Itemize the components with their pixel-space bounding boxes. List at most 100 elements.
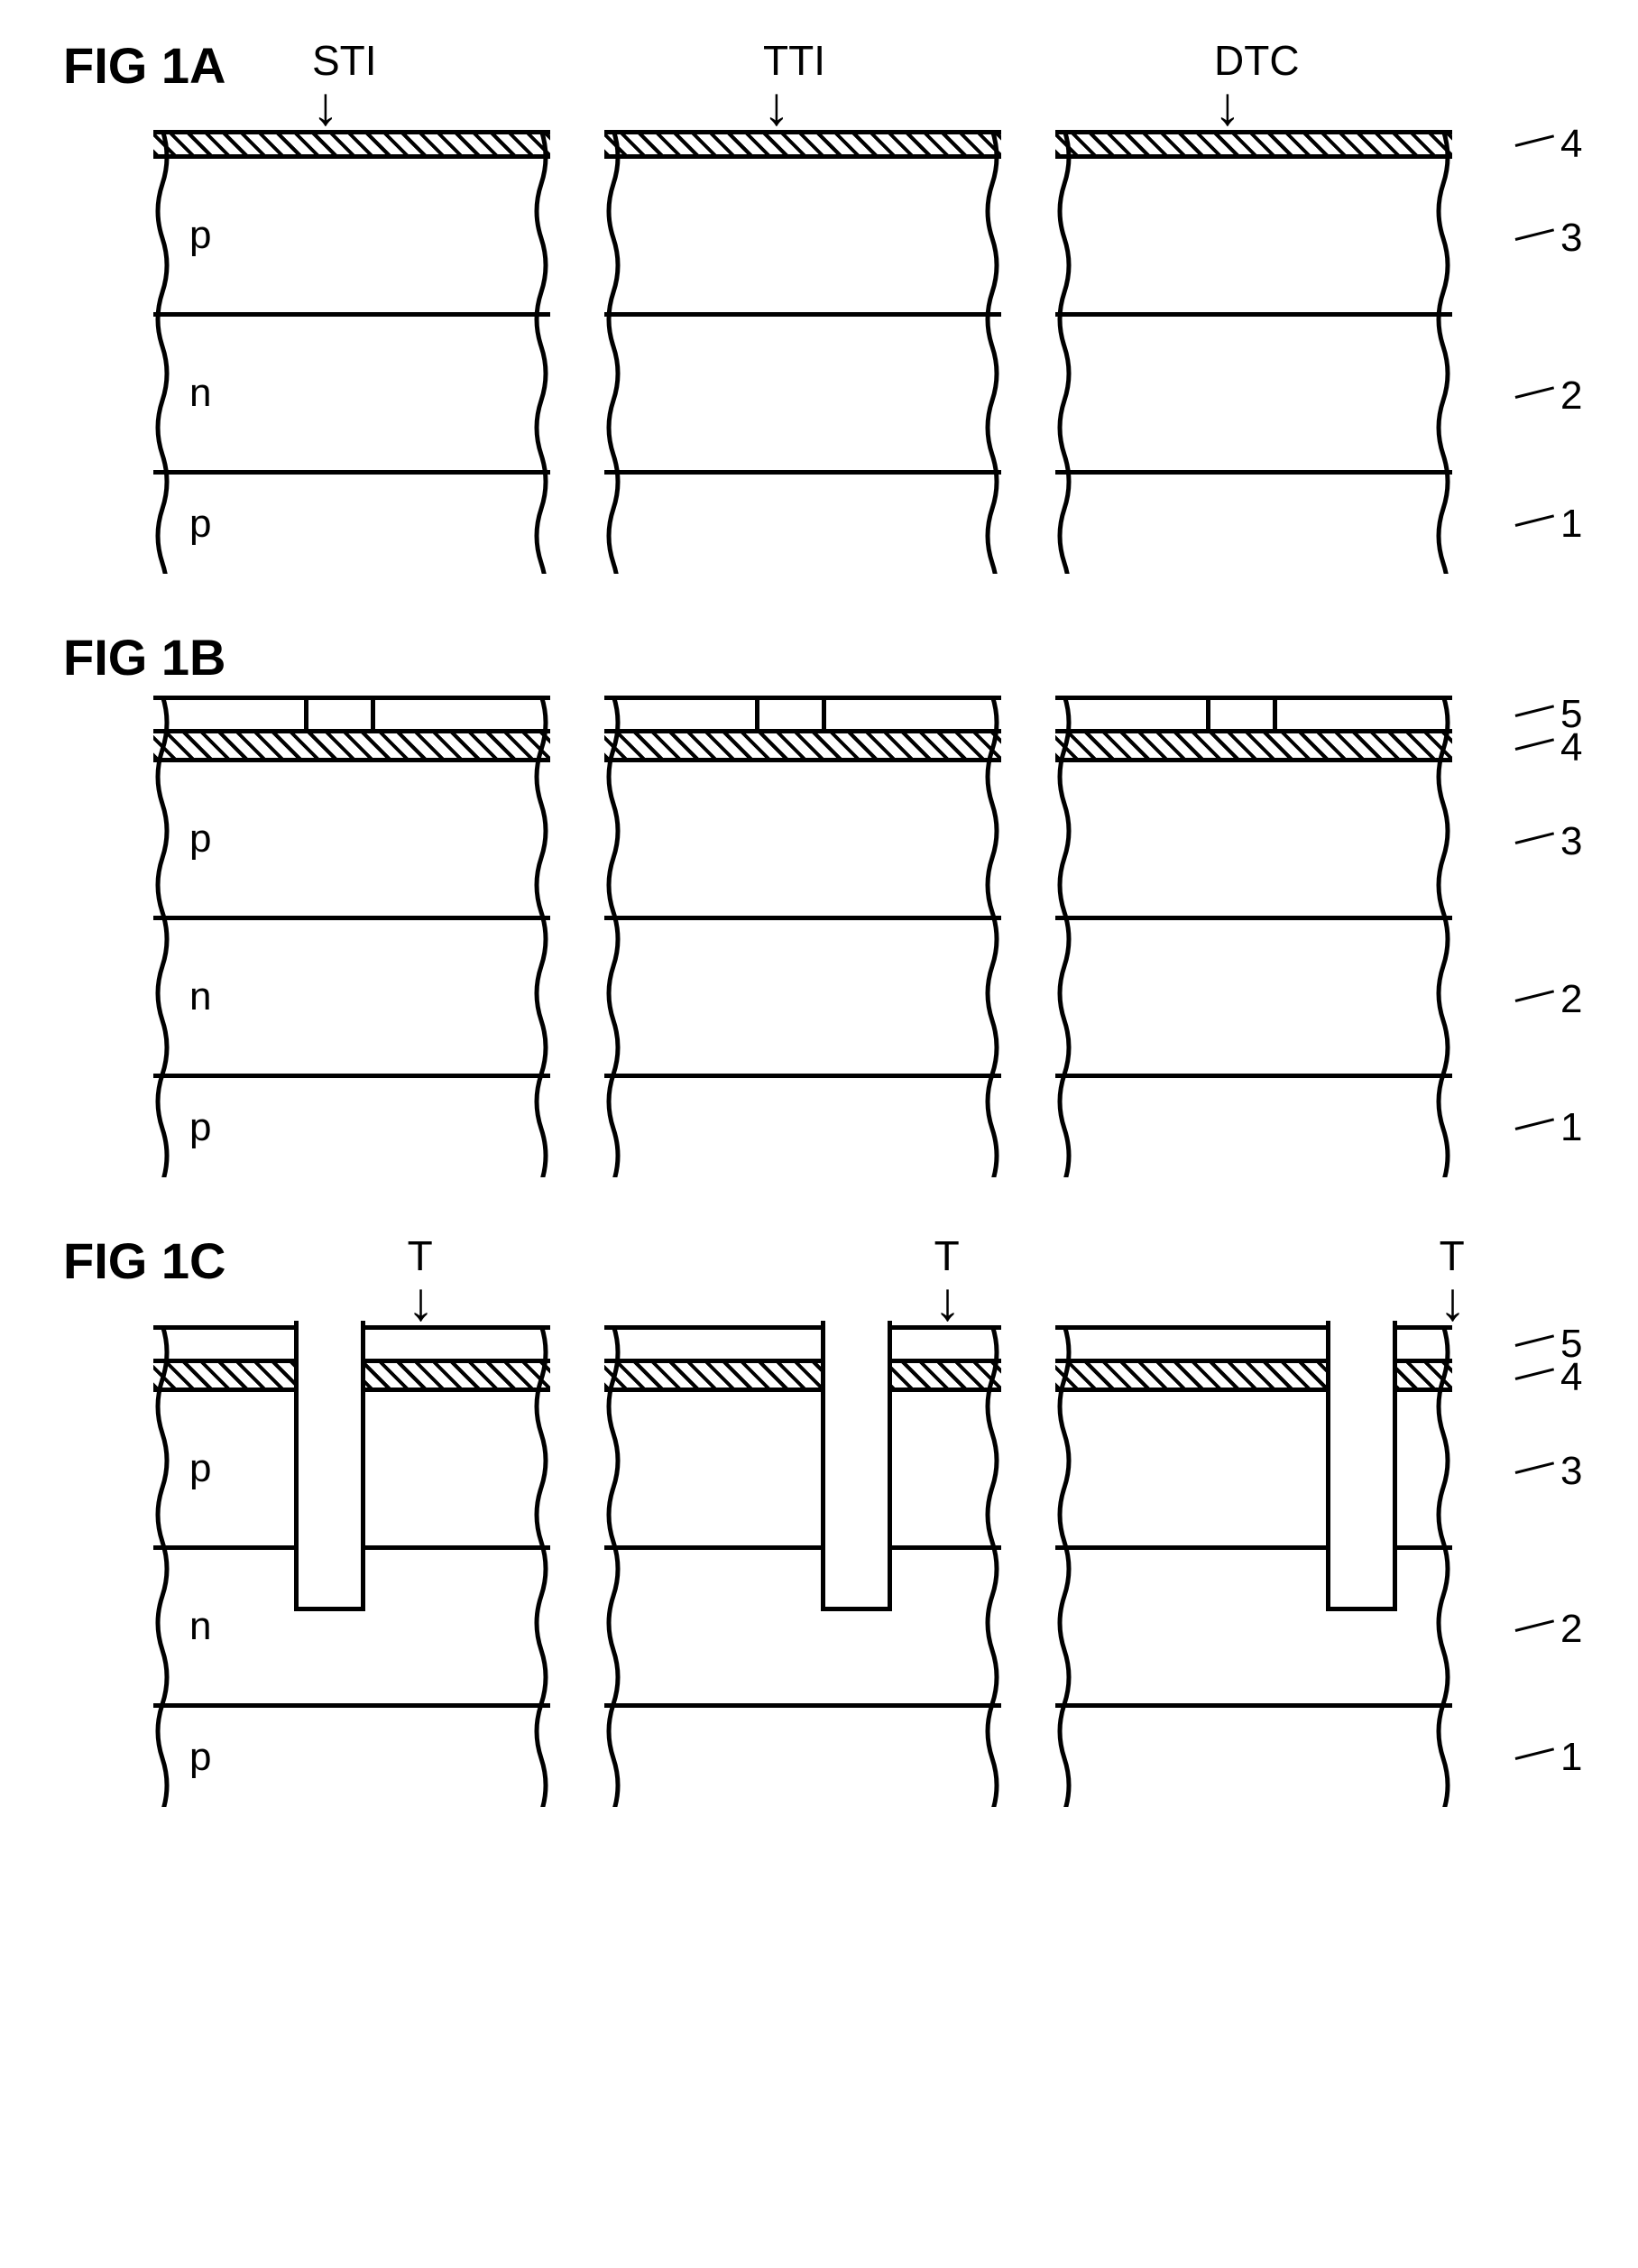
layer-3-p — [1055, 159, 1452, 317]
layer-label: p — [189, 213, 211, 258]
reference-number: 3 — [1515, 762, 1582, 920]
layer-label: n — [189, 974, 211, 1019]
layer-1-p-substrate: p — [153, 1708, 550, 1807]
figure-1A: FIG 1ASTI↓TTI↓DTC↓pnp4321 — [36, 36, 1602, 574]
arrow-down-icon: ↓ — [1214, 90, 1241, 123]
layer-1-p-substrate — [604, 1078, 1001, 1177]
layer-1-p-substrate — [604, 1708, 1001, 1807]
reference-number: 2 — [1515, 1550, 1582, 1708]
reference-number: 1 — [1515, 1078, 1582, 1177]
layer-1-p-substrate — [1055, 475, 1452, 574]
layer-label: p — [189, 502, 211, 547]
arrow-down-icon: ↓ — [934, 1286, 962, 1318]
reference-number: 2 — [1515, 920, 1582, 1078]
layer-label: n — [189, 371, 211, 416]
reference-number-text: 1 — [1560, 1735, 1582, 1780]
wavy-edge-left — [1054, 696, 1075, 1177]
layer-2-n: n — [153, 920, 550, 1078]
layer-4-pad-oxide — [604, 130, 1001, 159]
column-arrow-label: DTC↓ — [1151, 36, 1548, 123]
column-arrow-label: STI↓ — [249, 36, 646, 123]
layer-4-pad-oxide — [604, 733, 1001, 762]
arrow-down-icon: ↓ — [763, 90, 790, 123]
wavy-edge-left — [1054, 1325, 1075, 1807]
columns-row: pnp4321 — [36, 130, 1602, 574]
column-arrow-label: TTI↓ — [700, 36, 1097, 123]
layer-1-p-substrate: p — [153, 475, 550, 574]
reference-number: 4 — [1515, 733, 1582, 762]
top-labels-row: STI↓ TTI↓ DTC↓ — [249, 36, 1602, 123]
arrow-down-icon: ↓ — [1440, 1286, 1467, 1318]
top-labels-row: T↓T↓T↓ — [249, 1231, 1602, 1318]
lead-line — [1515, 746, 1560, 751]
lead-line — [1515, 1756, 1560, 1760]
reference-number: 4 — [1515, 130, 1582, 159]
layer-3-p — [604, 1392, 1001, 1550]
wavy-edge-right — [1432, 130, 1454, 574]
layer-2-n — [1055, 317, 1452, 475]
lead-line — [1515, 1469, 1560, 1473]
side-reference-numbers: 4321 — [1515, 130, 1582, 574]
figure-label: FIG 1B — [63, 628, 334, 687]
layer-5 — [604, 696, 1001, 733]
layer-label: n — [189, 1604, 211, 1649]
reference-number-text: 2 — [1560, 373, 1582, 419]
layer-3-p — [604, 762, 1001, 920]
layer-2-n — [1055, 920, 1452, 1078]
reference-number: 3 — [1515, 1392, 1582, 1550]
figure-1C: FIG 1CT↓T↓T↓pnp54321 — [36, 1231, 1602, 1807]
layer-label: p — [189, 1735, 211, 1780]
arrow-down-icon: ↓ — [312, 90, 339, 123]
wavy-edge-left — [1054, 130, 1075, 574]
wavy-edge-left — [152, 130, 173, 574]
layer-3-p — [1055, 762, 1452, 920]
layer-1-p-substrate — [604, 475, 1001, 574]
lead-line — [1515, 522, 1560, 527]
layer-3-p — [604, 159, 1001, 317]
wavy-edge-left — [603, 1325, 624, 1807]
layer-1-p-substrate: p — [153, 1078, 550, 1177]
wavy-edge-right — [1432, 1325, 1454, 1807]
lead-line — [1515, 143, 1560, 147]
reference-number-text: 1 — [1560, 1105, 1582, 1150]
lead-line — [1515, 1627, 1560, 1631]
trench — [1326, 1321, 1397, 1611]
lead-line — [1515, 839, 1560, 844]
side-reference-numbers: 54321 — [1515, 696, 1582, 1177]
wavy-edge-left — [152, 1325, 173, 1807]
lead-line — [1515, 1126, 1560, 1130]
wavy-edge-left — [152, 696, 173, 1177]
trench — [821, 1321, 892, 1611]
wavy-edge-right — [981, 696, 1003, 1177]
reference-number-text: 3 — [1560, 1449, 1582, 1494]
cross-section-column: p n p — [153, 130, 550, 574]
lead-line — [1515, 1376, 1560, 1380]
cross-section-column — [604, 130, 1001, 574]
reference-number-text: 2 — [1560, 977, 1582, 1022]
wavy-edge-right — [530, 130, 552, 574]
reference-number-text: 2 — [1560, 1607, 1582, 1652]
layer-2-n — [604, 317, 1001, 475]
lead-line — [1515, 713, 1560, 717]
column-arrow-label: T↓ — [700, 1231, 1097, 1318]
reference-number-text: 1 — [1560, 502, 1582, 547]
layer-2-n — [604, 1550, 1001, 1708]
layer-4-pad-oxide — [1055, 733, 1452, 762]
layer-5 — [1055, 696, 1452, 733]
wavy-edge-right — [530, 696, 552, 1177]
side-reference-numbers: 54321 — [1515, 1325, 1582, 1807]
cross-section-column: p n p — [153, 1325, 550, 1807]
layer-2-n: n — [153, 317, 550, 475]
lead-line — [1515, 1342, 1560, 1347]
wavy-edge-left — [603, 696, 624, 1177]
wavy-edge-right — [530, 1325, 552, 1807]
layer-4-pad-oxide — [1055, 130, 1452, 159]
cross-section-column — [1055, 1325, 1452, 1807]
layer-label: p — [189, 1446, 211, 1491]
cross-section-column: p n p — [153, 696, 550, 1177]
cross-section-column — [604, 696, 1001, 1177]
lead-line — [1515, 235, 1560, 240]
layer-label: p — [189, 816, 211, 862]
layer-label: p — [189, 1105, 211, 1150]
layer-3-p: p — [153, 159, 550, 317]
